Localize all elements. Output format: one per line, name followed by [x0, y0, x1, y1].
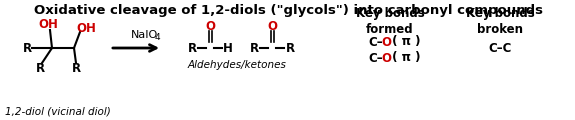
Text: ( π ): ( π ) [388, 51, 420, 65]
Text: R: R [22, 42, 32, 54]
Text: R: R [71, 61, 80, 75]
Text: NaIO: NaIO [131, 30, 158, 40]
Text: OH: OH [38, 18, 58, 30]
Text: Key bonds
broken: Key bonds broken [466, 7, 534, 36]
Text: C–: C– [368, 36, 382, 48]
Text: O: O [205, 19, 215, 33]
Text: Key bonds
formed: Key bonds formed [355, 7, 424, 36]
Text: C–: C– [368, 51, 382, 65]
Text: R: R [250, 42, 259, 54]
Text: O: O [381, 51, 391, 65]
Text: R: R [285, 42, 294, 54]
Text: Oxidative cleavage of 1,2-diols ("glycols") into carbonyl compounds: Oxidative cleavage of 1,2-diols ("glycol… [33, 4, 542, 17]
Text: O: O [267, 19, 277, 33]
Text: R: R [36, 61, 45, 75]
Text: OH: OH [76, 23, 96, 36]
Text: ( π ): ( π ) [388, 36, 420, 48]
Text: O: O [381, 36, 391, 48]
Text: C–C: C–C [488, 42, 512, 54]
Text: R: R [187, 42, 197, 54]
Text: Aldehydes/ketones: Aldehydes/ketones [187, 60, 286, 70]
Text: 4: 4 [155, 33, 160, 42]
Text: 1,2-diol (vicinal diol): 1,2-diol (vicinal diol) [5, 107, 111, 117]
Text: H: H [223, 42, 233, 54]
